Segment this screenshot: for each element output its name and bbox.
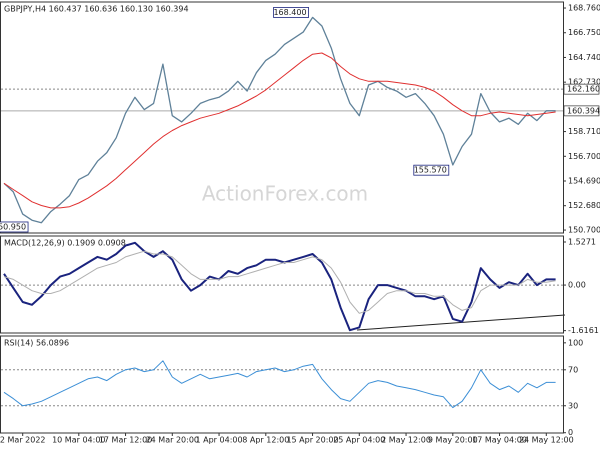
y-tick-label: 0 [568, 428, 573, 437]
panel-title: RSI(14) 56.0896 [4, 339, 69, 348]
y-tick-label: -1.6161 [568, 326, 599, 335]
x-tick-label: 17 May 04:00 [472, 436, 527, 445]
y-tick-label: 152.680 [568, 201, 600, 210]
x-tick-label: 25 Apr 04:00 [333, 436, 385, 445]
trend-line [356, 314, 566, 331]
price-badge [563, 105, 600, 117]
x-tick-label: 9 May 20:00 [428, 436, 478, 445]
x-tick-label: 10 Mar 04:00 [52, 436, 105, 445]
annotation-label: 50.950 [0, 222, 26, 231]
x-tick-label: 24 Mar 20:00 [146, 436, 199, 445]
x-tick-label: 2 Mar 2022 [0, 436, 46, 445]
annotation-box [413, 164, 450, 176]
annotation-label: 168.400 [273, 8, 306, 17]
y-tick-label: 162.730 [568, 78, 600, 87]
y-tick-label: 1.5271 [568, 238, 596, 247]
price-badge-label: 162.160 [567, 85, 600, 94]
panel-frame [0, 1, 564, 234]
y-tick-label: 166.750 [568, 28, 600, 37]
y-tick-label: 164.740 [568, 53, 600, 62]
panel-frame [0, 235, 564, 334]
y-tick-label: 150.700 [568, 226, 600, 235]
y-tick-label: 0.00 [568, 281, 586, 290]
x-tick-label: 17 Mar 12:00 [99, 436, 152, 445]
y-tick-label: 100 [568, 338, 583, 347]
series-line [3, 250, 556, 314]
annotation-box [0, 221, 29, 233]
y-tick-label: 70 [568, 365, 578, 374]
x-tick-label: 2 May 12:00 [381, 436, 431, 445]
panel-frame [0, 335, 564, 434]
x-tick-label: 8 Apr 12:00 [242, 436, 289, 445]
series-line [3, 16, 556, 224]
panel-title: GBPJPY,H4 160.437 160.636 160.130 160.39… [4, 5, 189, 14]
y-tick-label: 30 [568, 401, 578, 410]
series-line [3, 360, 556, 409]
x-tick-label: 24 May 12:00 [519, 436, 574, 445]
y-tick-label: 158.710 [568, 127, 600, 136]
watermark: ActionForex.com [202, 182, 368, 206]
series-line [3, 52, 556, 209]
price-badge-label: 160.394 [567, 106, 600, 115]
series-line [3, 241, 556, 332]
y-tick-label: 156.700 [568, 152, 600, 161]
x-tick-label: 1 Apr 04:00 [196, 436, 243, 445]
annotation-label: 155.570 [414, 166, 447, 175]
price-badge [563, 83, 600, 95]
panel-title: MACD(12,26,9) 0.1909 0.0908 [4, 239, 126, 248]
annotation-box [273, 7, 309, 18]
y-tick-label: 168.760 [568, 4, 600, 13]
x-tick-label: 15 Apr 20:00 [286, 436, 338, 445]
y-tick-label: 154.690 [568, 176, 600, 185]
